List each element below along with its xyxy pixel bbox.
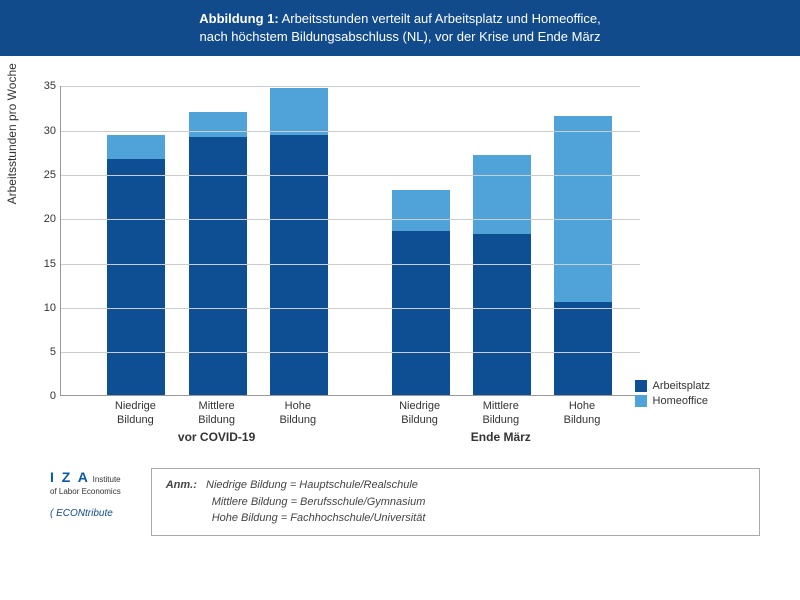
legend-swatch — [635, 395, 647, 407]
bar-seg-arbeitsplatz — [554, 302, 612, 396]
header-line1: Arbeitsstunden verteilt auf Arbeitsplatz… — [279, 11, 601, 26]
bars-layer — [61, 86, 640, 395]
legend-item: Arbeitsplatz — [635, 380, 710, 392]
bar — [270, 88, 328, 395]
note-l1: Niedrige Bildung = Hauptschule/Realschul… — [206, 479, 418, 491]
note-l2: Mittlere Bildung = Berufsschule/Gymnasiu… — [166, 494, 745, 511]
legend-label: Arbeitsplatz — [653, 380, 710, 392]
group-labels: vor COVID-19 Ende März — [60, 430, 700, 450]
grid-line — [61, 131, 640, 132]
econ-text: ECONtribute — [56, 508, 113, 519]
grid-line — [61, 308, 640, 309]
y-axis-label: Arbeitsstunden pro Woche — [5, 64, 19, 205]
header-prefix: Abbildung 1: — [199, 11, 278, 26]
x-category-label: HoheBildung — [279, 400, 316, 426]
plot-area: 05101520253035 — [60, 86, 640, 396]
legend-item: Homeoffice — [635, 395, 710, 407]
iza-sub1: Institute — [93, 475, 121, 484]
bar-seg-homeoffice — [189, 112, 247, 137]
grid-line — [61, 86, 640, 87]
y-tick-label: 25 — [31, 169, 56, 181]
x-category-label: MittlereBildung — [198, 400, 235, 426]
econ-logo: ( ECONtribute — [50, 507, 121, 520]
header-line2: nach höchstem Bildungsabschluss (NL), vo… — [199, 29, 600, 44]
grid-line — [61, 352, 640, 353]
iza-sub2: of Labor Economics — [50, 487, 121, 497]
y-tick-label: 5 — [31, 346, 56, 358]
note-prefix: Anm.: — [166, 479, 197, 491]
bar-seg-homeoffice — [473, 155, 531, 234]
legend-swatch — [635, 380, 647, 392]
x-category-label: HoheBildung — [564, 400, 601, 426]
x-axis-labels: NiedrigeBildung MittlereBildung HoheBildun… — [60, 396, 700, 430]
grid-line — [61, 219, 640, 220]
bar-seg-homeoffice — [270, 88, 328, 135]
bar-seg-arbeitsplatz — [473, 234, 531, 395]
grid-line — [61, 264, 640, 265]
group-label: vor COVID-19 — [178, 430, 255, 444]
legend-label: Homeoffice — [653, 395, 708, 407]
bar — [473, 155, 531, 395]
chart-header: Abbildung 1: Arbeitsstunden verteilt auf… — [0, 0, 800, 56]
logos: I Z A Institute of Labor Economics ( ECO… — [50, 468, 121, 520]
grid-line — [61, 175, 640, 176]
y-tick-label: 20 — [31, 213, 56, 225]
bar-seg-arbeitsplatz — [392, 231, 450, 396]
note-box: Anm.: Niedrige Bildung = Hauptschule/Rea… — [151, 468, 760, 536]
iza-logo: I Z A — [50, 469, 90, 485]
x-category-label: NiedrigeBildung — [399, 400, 440, 426]
group-label: Ende März — [471, 430, 531, 444]
x-category-label: MittlereBildung — [482, 400, 519, 426]
bar — [554, 116, 612, 395]
legend: Arbeitsplatz Homeoffice — [635, 380, 710, 410]
note-l3: Hohe Bildung = Fachhochschule/Universitä… — [166, 510, 745, 527]
bar — [392, 190, 450, 395]
bar-seg-arbeitsplatz — [107, 159, 165, 395]
bar-seg-homeoffice — [107, 135, 165, 159]
y-tick-label: 30 — [31, 125, 56, 137]
y-tick-label: 15 — [31, 258, 56, 270]
bar-seg-homeoffice — [392, 190, 450, 231]
x-category-label: NiedrigeBildung — [115, 400, 156, 426]
footer: I Z A Institute of Labor Economics ( ECO… — [50, 468, 760, 536]
y-tick-label: 10 — [31, 302, 56, 314]
bar-seg-homeoffice — [554, 116, 612, 301]
y-tick-label: 0 — [31, 390, 56, 402]
y-tick-label: 35 — [31, 80, 56, 92]
chart-container: Arbeitsstunden pro Woche 05101520253035 … — [60, 86, 700, 450]
